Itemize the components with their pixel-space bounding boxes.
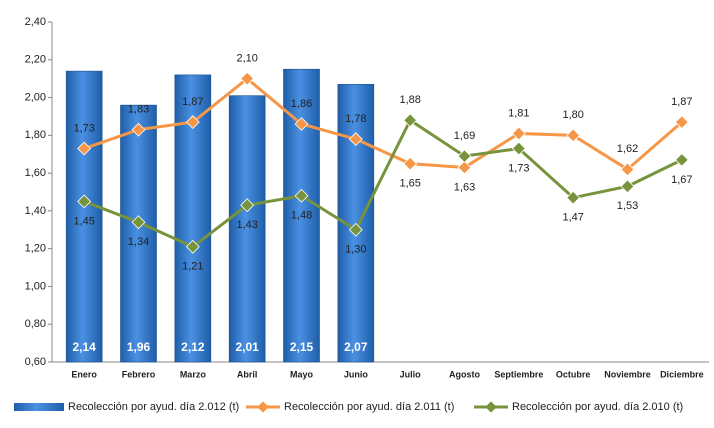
line: [83, 118, 683, 249]
marker: [131, 122, 146, 137]
marker: [457, 149, 472, 164]
data-label: 1,81: [508, 107, 529, 119]
y-tick-label: 0,80: [25, 318, 46, 330]
marker: [240, 198, 255, 213]
data-label: 1,43: [236, 219, 257, 231]
data-label: 1,63: [454, 181, 475, 193]
bar-label: 2,14: [72, 340, 96, 354]
x-tick-label: Marzo: [180, 369, 207, 379]
bar-label: 2,07: [344, 340, 368, 354]
marker: [77, 194, 92, 209]
legend-swatch: [14, 403, 64, 411]
data-label: 1,73: [508, 162, 529, 174]
legend-marker: [485, 401, 497, 413]
x-tick-label: Octubre: [556, 369, 591, 379]
y-tick-label: 2,00: [25, 91, 46, 103]
bar: [120, 104, 157, 363]
data-label: 1,48: [291, 210, 312, 222]
data-label: 1,47: [562, 212, 583, 224]
x-tick-label: Enero: [71, 369, 97, 379]
y-tick-label: 2,20: [25, 54, 46, 66]
marker: [403, 156, 418, 171]
marker: [620, 179, 635, 194]
bar: [228, 95, 266, 363]
x-tick-label: Diciembre: [660, 369, 704, 379]
marker: [77, 141, 92, 156]
y-tick-label: 2,40: [25, 16, 46, 28]
marker: [185, 239, 200, 254]
x-tick-label: Abril: [237, 369, 258, 379]
marker: [348, 222, 363, 237]
y-tick-label: 0,60: [25, 356, 46, 368]
y-tick-label: 1,60: [25, 167, 46, 179]
data-label: 1,53: [617, 200, 638, 212]
data-label: 1,88: [399, 94, 420, 106]
bar-label: 2,01: [235, 340, 259, 354]
marker: [620, 162, 635, 177]
y-tick-label: 1,00: [25, 280, 46, 292]
y-tick-label: 1,80: [25, 129, 46, 141]
y-tick-label: 1,40: [25, 205, 46, 217]
line: [83, 76, 683, 172]
bar-label: 2,12: [181, 340, 205, 354]
marker: [674, 152, 689, 167]
marker: [511, 126, 526, 141]
data-label: 1,83: [128, 104, 149, 116]
x-tick-label: Febrero: [122, 369, 156, 379]
data-label: 1,80: [562, 109, 583, 121]
bar: [65, 70, 103, 363]
marker: [674, 115, 689, 130]
marker: [240, 71, 255, 86]
data-label: 1,21: [182, 261, 203, 273]
marker: [566, 128, 581, 143]
data-label: 1,62: [617, 143, 638, 155]
data-label: 1,73: [73, 122, 94, 134]
data-label: 1,87: [182, 96, 203, 108]
marker: [511, 141, 526, 156]
data-label: 1,30: [345, 244, 366, 256]
legend-label: Recolección por ayud. día 2.011 (t): [284, 401, 454, 413]
bar-label: 2,15: [290, 340, 314, 354]
x-tick-label: Junio: [344, 369, 369, 379]
data-label: 1,34: [128, 236, 149, 248]
data-label: 1,67: [671, 174, 692, 186]
x-tick-label: Noviembre: [604, 369, 651, 379]
x-tick-label: Mayo: [290, 369, 314, 379]
data-label: 1,69: [454, 130, 475, 142]
x-tick-label: Septiembre: [494, 369, 543, 379]
marker: [457, 160, 472, 175]
legend-label: Recolección por ayud. día 2.012 (t): [68, 401, 239, 413]
marker: [403, 113, 418, 128]
x-tick-label: Agosto: [449, 369, 480, 379]
data-label: 1,45: [73, 215, 94, 227]
marker: [131, 215, 146, 230]
data-label: 1,86: [291, 98, 312, 110]
y-tick-label: 1,20: [25, 243, 46, 255]
marker: [185, 115, 200, 130]
marker: [294, 117, 309, 131]
marker: [348, 132, 363, 147]
x-tick-label: Julio: [400, 369, 422, 379]
legend-label: Recolección por ayud. día 2.010 (t): [512, 401, 683, 413]
bar-label: 1,96: [127, 340, 151, 354]
data-label: 1,65: [399, 178, 420, 190]
data-label: 1,78: [345, 113, 366, 125]
marker: [566, 190, 581, 205]
legend-marker: [257, 401, 269, 413]
data-label: 1,87: [671, 96, 692, 108]
data-label: 2,10: [236, 53, 257, 65]
marker: [294, 188, 309, 203]
